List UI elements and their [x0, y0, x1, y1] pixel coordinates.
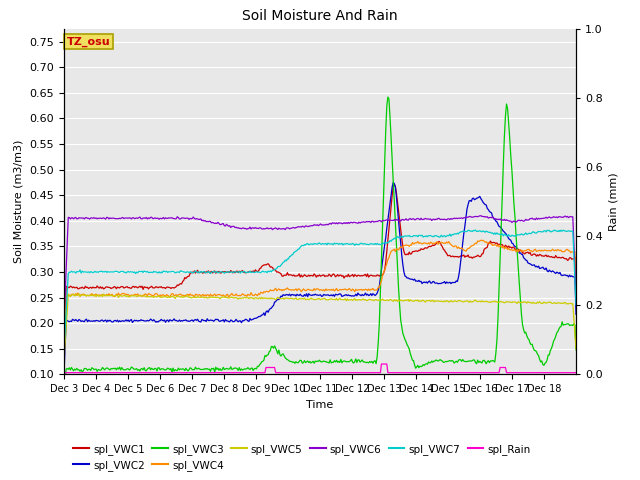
Y-axis label: Soil Moisture (m3/m3): Soil Moisture (m3/m3): [14, 140, 24, 264]
Title: Soil Moisture And Rain: Soil Moisture And Rain: [242, 10, 398, 24]
Y-axis label: Rain (mm): Rain (mm): [609, 172, 618, 231]
Legend: spl_VWC1, spl_VWC2, spl_VWC3, spl_VWC4, spl_VWC5, spl_VWC6, spl_VWC7, spl_Rain: spl_VWC1, spl_VWC2, spl_VWC3, spl_VWC4, …: [69, 439, 535, 475]
X-axis label: Time: Time: [307, 400, 333, 409]
Text: TZ_osu: TZ_osu: [67, 36, 110, 47]
